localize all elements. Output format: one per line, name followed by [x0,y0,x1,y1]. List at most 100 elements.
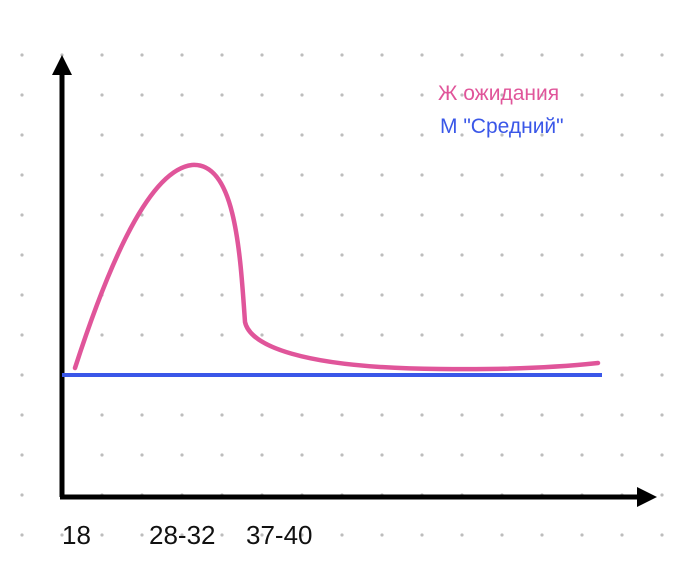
grid-dot [260,333,264,337]
grid-dot [660,373,664,377]
grid-dot [540,333,544,337]
grid-dot [140,173,144,177]
grid-dot [380,93,384,97]
grid-dot [500,453,504,457]
grid-dot [300,453,304,457]
grid-dot [140,333,144,337]
grid-dot [140,253,144,257]
y-axis-arrow-icon [52,55,72,75]
grid-dot [260,53,264,57]
grid-dot [20,493,24,497]
grid-dot [20,253,24,257]
legend-male-average: М "Средний" [440,115,564,138]
grid-dot [460,453,464,457]
grid-dot [460,133,464,137]
grid-dot [100,173,104,177]
grid-dot [340,413,344,417]
grid-dot [180,93,184,97]
grid-dot [620,173,624,177]
grid-dot [260,173,264,177]
grid-dot [340,53,344,57]
grid-dot [460,53,464,57]
grid-dot [100,413,104,417]
grid-dot [500,333,504,337]
grid-dot [500,93,504,97]
grid-dot [180,533,184,537]
grid-dot [420,253,424,257]
grid-dot [340,213,344,217]
grid-dot [420,413,424,417]
grid-dot [220,293,224,297]
grid-dot [20,293,24,297]
grid-dot [20,173,24,177]
grid-dot [660,133,664,137]
grid-dot [300,93,304,97]
x-label-37-40: 37-40 [246,520,313,550]
grid-dot [340,253,344,257]
grid-dot [540,53,544,57]
grid-dot [100,213,104,217]
grid-dot [380,533,384,537]
grid-dot [500,173,504,177]
grid-dot [540,253,544,257]
grid-dot [300,333,304,337]
grid-dot [260,133,264,137]
grid-dot [340,333,344,337]
grid-dot [580,533,584,537]
grid-dot [380,453,384,457]
grid-dot [420,213,424,217]
grid-dot [180,173,184,177]
grid-dot [580,413,584,417]
grid-dot [100,133,104,137]
grid-dot [220,413,224,417]
grid-dot [300,413,304,417]
grid-dot [220,253,224,257]
grid-dot [460,333,464,337]
grid-dot [100,533,104,537]
grid-dot [340,293,344,297]
grid-dot [580,93,584,97]
grid-dot [300,533,304,537]
x-label-18: 18 [62,520,91,550]
grid-dot [260,453,264,457]
grid-dot [380,293,384,297]
grid-dot [460,253,464,257]
grid-dot [540,173,544,177]
grid-dot [540,213,544,217]
grid-dot [660,93,664,97]
grid-dot [580,453,584,457]
grid-dot [660,493,664,497]
grid-dot [580,133,584,137]
grid-dot [300,253,304,257]
grid-dot [340,453,344,457]
grid-dot [140,53,144,57]
grid-dot [660,173,664,177]
grid-dot [260,533,264,537]
grid-dot [260,213,264,217]
grid-dot [620,373,624,377]
grid-dot [460,173,464,177]
grid-dot [140,413,144,417]
grid-dot [380,213,384,217]
grid-dot [300,133,304,137]
grid-dot [420,533,424,537]
grid-dot [660,453,664,457]
grid-dot [20,133,24,137]
grid-dot [180,253,184,257]
grid-dot [660,293,664,297]
grid-dot [500,533,504,537]
grid-dot [660,53,664,57]
grid-dot [580,253,584,257]
grid-dot [500,133,504,137]
grid-dot [540,413,544,417]
grid-dot [620,413,624,417]
grid-dot [380,133,384,137]
grid-dot [260,253,264,257]
grid-dot [20,213,24,217]
legend-female-expectation: Ж ожидания [438,82,560,105]
grid-dot [580,333,584,337]
grid-dot [420,333,424,337]
grid-dot [220,53,224,57]
grid-dot [20,453,24,457]
